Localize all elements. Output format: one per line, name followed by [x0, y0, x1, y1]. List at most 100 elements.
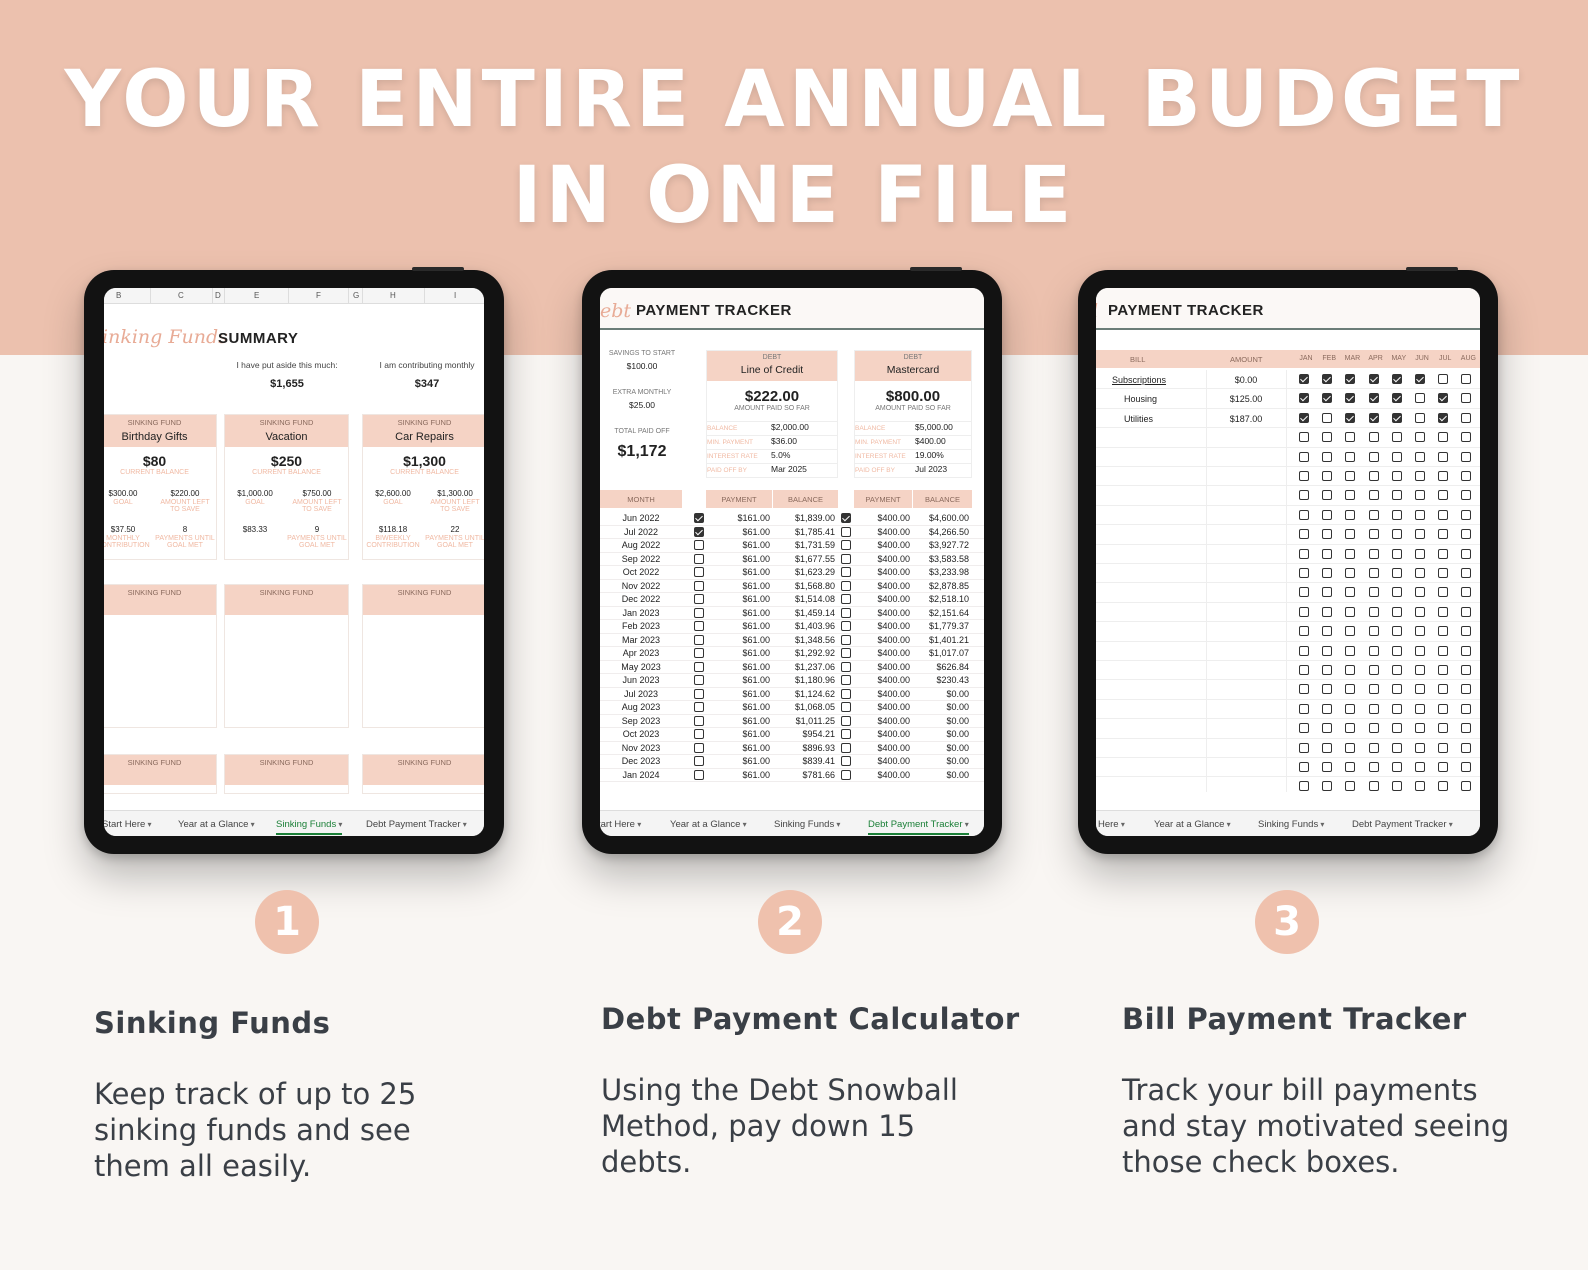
bill-checkbox[interactable] — [1438, 548, 1449, 559]
paid-checkbox[interactable] — [841, 742, 851, 753]
payment-cell[interactable]: $61.00 — [742, 661, 770, 672]
bill-checkbox[interactable] — [1461, 606, 1472, 617]
bill-checkbox[interactable] — [1345, 412, 1356, 423]
debt-min-payment[interactable]: $36.00 — [771, 436, 797, 446]
payment-cell[interactable]: $400.00 — [877, 715, 910, 726]
bill-checkbox[interactable] — [1299, 548, 1309, 559]
savings-value[interactable]: $100.00 — [626, 361, 658, 371]
paid-checkbox[interactable] — [841, 675, 851, 685]
bill-checkbox[interactable] — [1345, 432, 1356, 443]
paid-checkbox[interactable] — [841, 513, 851, 523]
tab-debt-payment-tracker[interactable]: Debt Payment Tracker — [366, 819, 467, 830]
bill-checkbox[interactable] — [1415, 645, 1425, 656]
bill-checkbox[interactable] — [1368, 509, 1379, 520]
payment-cell[interactable]: $400.00 — [877, 526, 910, 537]
bill-checkbox[interactable] — [1415, 451, 1425, 462]
bill-checkbox[interactable] — [1345, 374, 1356, 384]
bill-checkbox[interactable] — [1461, 451, 1472, 462]
bill-checkbox[interactable] — [1322, 451, 1333, 462]
bill-checkbox[interactable] — [1322, 606, 1333, 617]
bill-checkbox[interactable] — [1368, 393, 1379, 404]
payment-cell[interactable]: $400.00 — [877, 607, 910, 618]
tab-sinking-funds[interactable]: Sinking Funds — [774, 819, 840, 830]
bill-checkbox[interactable] — [1461, 393, 1472, 404]
payment-cell[interactable]: $400.00 — [877, 567, 910, 577]
bill-checkbox[interactable] — [1345, 703, 1356, 714]
bill-checkbox[interactable] — [1461, 781, 1472, 792]
paid-checkbox[interactable] — [841, 715, 851, 726]
tab-year-at-a-glance[interactable]: Year at a Glance — [178, 819, 255, 830]
bill-checkbox[interactable] — [1461, 412, 1472, 423]
bill-checkbox[interactable] — [1415, 703, 1425, 714]
paid-checkbox[interactable] — [694, 661, 704, 672]
extra-value[interactable]: $25.00 — [629, 400, 655, 410]
bill-checkbox[interactable] — [1368, 374, 1379, 384]
paid-checkbox[interactable] — [694, 648, 704, 658]
bill-checkbox[interactable] — [1299, 412, 1309, 423]
bill-checkbox[interactable] — [1438, 606, 1449, 617]
bill-checkbox[interactable] — [1322, 412, 1333, 423]
bill-checkbox[interactable] — [1322, 568, 1333, 578]
bill-checkbox[interactable] — [1368, 626, 1379, 637]
payment-cell[interactable]: $61.00 — [742, 607, 770, 618]
bill-checkbox[interactable] — [1438, 723, 1449, 734]
bill-checkbox[interactable] — [1415, 509, 1425, 520]
paid-checkbox[interactable] — [841, 688, 851, 699]
paid-checkbox[interactable] — [841, 756, 851, 766]
payment-cell[interactable]: $61.00 — [742, 742, 770, 753]
bill-checkbox[interactable] — [1461, 432, 1472, 443]
bill-amount[interactable]: $125.00 — [1229, 394, 1263, 405]
fund-card[interactable]: SINKING FUND Vacation $250 CURRENT BALANC… — [224, 414, 349, 560]
tab-start-here[interactable]: Here — [1098, 819, 1125, 830]
bill-checkbox[interactable] — [1461, 587, 1472, 598]
payment-cell[interactable]: $61.00 — [742, 688, 770, 699]
paid-checkbox[interactable] — [841, 634, 851, 645]
col-b[interactable]: B — [116, 291, 122, 300]
col-g[interactable]: G — [353, 291, 360, 300]
tab-year-at-a-glance[interactable]: Year at a Glance — [670, 819, 747, 830]
bill-checkbox[interactable] — [1345, 684, 1356, 695]
col-h[interactable]: H — [390, 291, 396, 300]
bill-checkbox[interactable] — [1322, 645, 1333, 656]
bill-checkbox[interactable] — [1391, 606, 1402, 617]
tab-debt-payment-tracker[interactable]: Debt Payment Tracker — [868, 819, 969, 835]
fund-card[interactable]: SINKING FUND Car Repairs $1,300 CURRENT B… — [362, 414, 484, 560]
bill-checkbox[interactable] — [1438, 742, 1449, 753]
bill-checkbox[interactable] — [1345, 509, 1356, 520]
bill-checkbox[interactable] — [1368, 742, 1379, 753]
bill-checkbox[interactable] — [1438, 626, 1449, 637]
paid-checkbox[interactable] — [694, 526, 704, 537]
bill-checkbox[interactable] — [1299, 781, 1309, 792]
bill-checkbox[interactable] — [1299, 742, 1309, 753]
payment-cell[interactable]: $400.00 — [877, 729, 910, 739]
bill-checkbox[interactable] — [1368, 451, 1379, 462]
paid-checkbox[interactable] — [841, 702, 851, 712]
bill-checkbox[interactable] — [1322, 626, 1333, 637]
bill-checkbox[interactable] — [1299, 703, 1309, 714]
payment-cell[interactable]: $61.00 — [742, 756, 770, 766]
bill-checkbox[interactable] — [1322, 742, 1333, 753]
bill-checkbox[interactable] — [1461, 529, 1472, 540]
bill-checkbox[interactable] — [1299, 606, 1309, 617]
payment-cell[interactable]: $400.00 — [877, 594, 910, 604]
payment-cell[interactable]: $61.00 — [742, 675, 770, 685]
tab-debt-payment-tracker[interactable]: Debt Payment Tracker — [1352, 819, 1453, 830]
bill-checkbox[interactable] — [1345, 548, 1356, 559]
paid-checkbox[interactable] — [694, 634, 704, 645]
bill-checkbox[interactable] — [1368, 645, 1379, 656]
payment-cell[interactable]: $61.00 — [742, 553, 770, 564]
bill-checkbox[interactable] — [1345, 645, 1356, 656]
paid-checkbox[interactable] — [694, 553, 704, 564]
paid-checkbox[interactable] — [841, 729, 851, 739]
bill-checkbox[interactable] — [1391, 412, 1402, 423]
bill-checkbox[interactable] — [1438, 665, 1449, 675]
tab-sinking-funds[interactable]: Sinking Funds — [276, 819, 343, 835]
payment-cell[interactable]: $61.00 — [742, 769, 770, 780]
paid-checkbox[interactable] — [841, 540, 851, 550]
bill-checkbox[interactable] — [1322, 781, 1333, 792]
paid-checkbox[interactable] — [694, 742, 704, 753]
bill-checkbox[interactable] — [1368, 703, 1379, 714]
bill-checkbox[interactable] — [1391, 548, 1402, 559]
payment-cell[interactable]: $400.00 — [877, 702, 910, 712]
bill-checkbox[interactable] — [1322, 684, 1333, 695]
